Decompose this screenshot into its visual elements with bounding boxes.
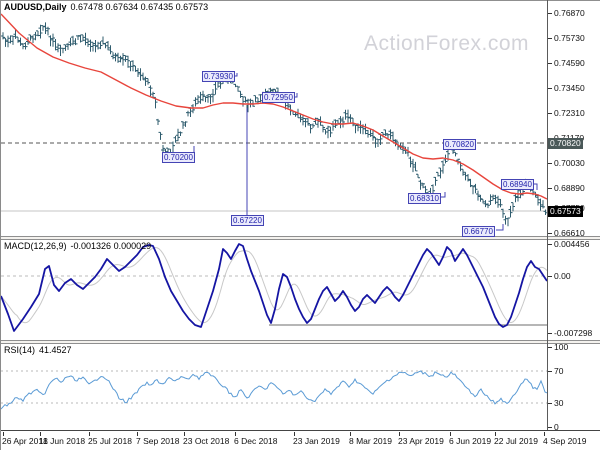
- rsi-axis: 100 70 30 0: [548, 342, 600, 432]
- time-axis-date-label: 7 Sep 2018: [136, 436, 180, 446]
- rsi-panel[interactable]: RSI(14) 41.4527: [1, 343, 547, 430]
- rsi-axis-tick-label: 30: [554, 398, 564, 408]
- price-axis-tick-label: 0.66610: [554, 228, 585, 238]
- time-axis-date-label: 25 Jul 2018: [88, 436, 132, 446]
- time-axis-tick: [450, 432, 451, 436]
- price-header: AUDUSD,Daily 0.67478 0.67634 0.67435 0.67…: [4, 2, 208, 12]
- symbol-period-label: AUDUSD,Daily: [4, 2, 67, 12]
- price-axis-tick-label: 0.72310: [554, 108, 585, 118]
- macd-axis-tick-label: 0.00: [554, 271, 571, 281]
- macd-indicator-label: MACD(12,26,9): [4, 241, 67, 251]
- watermark: ActionForex.com: [364, 32, 530, 55]
- macd-axis-tick: [548, 276, 552, 277]
- time-axis-tick: [235, 432, 236, 436]
- rsi-axis-tick-label: 100: [554, 342, 569, 352]
- time-axis-date-label: 23 Oct 2018: [183, 436, 230, 446]
- macd-axis: 0.004456 0.00 -0.007298: [548, 239, 600, 340]
- time-axis-date-label: 23 Apr 2019: [398, 436, 444, 446]
- price-axis-tick: [548, 88, 552, 89]
- time-axis-date-label: 4 Sep 2019: [543, 436, 587, 446]
- price-axis-tick: [548, 63, 552, 64]
- macd-axis-tick-label: -0.007298: [554, 328, 593, 338]
- rsi-chart-canvas[interactable]: [1, 343, 547, 430]
- price-axis-tick-label: 0.75730: [554, 33, 585, 43]
- price-axis-tick: [548, 163, 552, 164]
- time-axis-tick: [544, 432, 545, 436]
- rsi-axis-tick-label: 70: [554, 366, 564, 376]
- time-axis-tick: [137, 432, 138, 436]
- panel-splitter-1[interactable]: [1, 236, 600, 240]
- time-axis-date-label: 6 Jun 2019: [449, 436, 492, 446]
- macd-axis-tick-label: 0.004456: [554, 239, 590, 249]
- price-annotation-label[interactable]: 0.68310: [408, 193, 441, 204]
- macd-axis-tick: [548, 244, 552, 245]
- window-top-border: [1, 0, 600, 1]
- time-axis-tick: [40, 432, 41, 436]
- price-axis-tick-label: 0.76870: [554, 8, 585, 18]
- price-axis: 0.768700.757300.745900.734500.723100.711…: [548, 0, 600, 238]
- time-axis-tick: [350, 432, 351, 436]
- price-axis-tick: [548, 38, 552, 39]
- time-axis-border: [1, 430, 600, 431]
- price-axis-tick: [548, 188, 552, 189]
- price-axis-tick: [548, 113, 552, 114]
- rsi-axis-tick: [548, 347, 552, 348]
- price-annotation-label[interactable]: 0.72950: [262, 92, 295, 103]
- time-axis-date-label: 11 Jun 2018: [39, 436, 86, 446]
- time-axis-tick: [294, 432, 295, 436]
- macd-values: -0.001326 0.000029: [70, 241, 152, 251]
- price-axis-tick-label: 0.70030: [554, 158, 585, 168]
- price-axis-tick: [548, 233, 552, 234]
- price-chart-canvas[interactable]: [1, 0, 547, 236]
- time-axis-tick: [3, 432, 4, 436]
- time-axis: 26 Apr 2018 11 Jun 2018 25 Jul 2018 7 Sep 2…: [1, 432, 600, 450]
- price-annotation-label[interactable]: 0.68940: [501, 179, 534, 190]
- price-annotation-label[interactable]: 0.70200: [162, 152, 195, 163]
- time-axis-date-label: 26 Apr 2018: [2, 436, 48, 446]
- axis-separator-line: [547, 0, 548, 431]
- price-axis-tick-label: 0.74590: [554, 58, 585, 68]
- current-price-tag: 0.67573: [548, 206, 583, 217]
- price-annotation-label[interactable]: 0.66770: [462, 226, 495, 237]
- rsi-indicator-label: RSI(14): [4, 345, 36, 355]
- rsi-header: RSI(14) 41.4527: [4, 345, 72, 355]
- level-price-tag: 0.70820: [548, 138, 583, 149]
- price-axis-tick-label: 0.68890: [554, 183, 585, 193]
- time-axis-date-label: 22 Jul 2019: [494, 436, 538, 446]
- rsi-axis-tick-label: 0: [554, 422, 559, 432]
- time-axis-date-label: 23 Jan 2019: [293, 436, 340, 446]
- rsi-axis-tick: [548, 427, 552, 428]
- time-axis-tick: [184, 432, 185, 436]
- rsi-axis-tick: [548, 403, 552, 404]
- macd-panel[interactable]: MACD(12,26,9) -0.001326 0.000029: [1, 239, 547, 340]
- macd-header: MACD(12,26,9) -0.001326 0.000029: [4, 241, 151, 251]
- ohlc-values: 0.67478 0.67634 0.67435 0.67573: [70, 2, 209, 12]
- time-axis-tick: [89, 432, 90, 436]
- price-annotation-label[interactable]: 0.73930: [202, 71, 235, 82]
- price-axis-tick: [548, 13, 552, 14]
- time-axis-tick: [399, 432, 400, 436]
- rsi-axis-tick: [548, 371, 552, 372]
- panel-splitter-2[interactable]: [1, 340, 600, 344]
- rsi-value: 41.4527: [39, 345, 72, 355]
- macd-axis-tick: [548, 333, 552, 334]
- time-axis-tick: [495, 432, 496, 436]
- price-axis-tick-label: 0.73450: [554, 83, 585, 93]
- time-axis-date-label: 6 Dec 2018: [234, 436, 278, 446]
- price-annotations-layer: 0.73930 0.72950 0.70200 0.67220 0.70820 0.683…: [1, 0, 547, 237]
- time-axis-date-label: 8 Mar 2019: [349, 436, 392, 446]
- price-panel[interactable]: ActionForex.com AUDUSD,Daily 0.67478 0.67…: [1, 0, 547, 237]
- price-annotation-label[interactable]: 0.67220: [231, 215, 264, 226]
- macd-chart-canvas[interactable]: [1, 239, 547, 340]
- price-annotation-label[interactable]: 0.70820: [443, 139, 476, 150]
